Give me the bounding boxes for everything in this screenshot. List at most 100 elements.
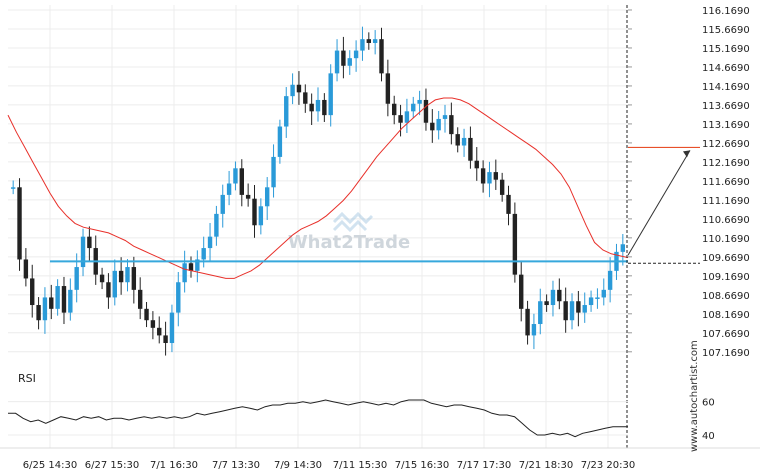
candle-body [182,263,187,283]
y-tick-label: 112.6690 [702,139,750,150]
candle-body [430,122,435,131]
candle-body [49,297,54,309]
candle-body [87,236,92,249]
candle-body [68,289,73,313]
candle-body [392,103,397,116]
candle-body [563,301,568,321]
candle-body [607,270,613,290]
candle-body [169,312,175,344]
candle-body [582,305,587,313]
candle-body [328,73,333,116]
y-tick-label: 110.6690 [702,215,750,226]
candle-body [245,194,251,199]
candle-body [341,50,346,66]
candle-body [252,198,257,226]
candle-body [150,320,156,328]
x-tick-label: 7/7 13:30 [212,460,260,471]
candle-body [474,160,479,169]
y-tick-label: 107.6690 [702,329,750,340]
x-axis: 6/25 14:30 6/27 15:30 7/1 16:30 7/7 13:30 7/… [0,447,760,471]
candle-body [157,327,162,336]
y-axis: 116.1690 115.6690 115.1690 114.6690 114.1690… [628,6,750,359]
candle-body [239,168,244,195]
candle-body [493,172,499,180]
candle-body [576,301,581,313]
candle-body [137,289,143,309]
y-tick-label: 109.6690 [702,253,750,264]
y-tick-label: 115.6690 [702,25,750,36]
candle-body [188,263,194,271]
y-tick-label: 111.6690 [702,177,750,188]
candle-body [588,297,594,306]
candle-body [550,289,556,306]
x-tick-label: 7/11 15:30 [333,460,387,471]
candle-body [17,187,22,260]
candle-body [620,244,626,252]
forecast-arrow-icon [683,150,690,158]
candle-body [163,335,168,344]
candle-body [106,282,111,298]
candle-body [144,308,149,321]
candle-body [112,270,117,298]
candle-body [303,92,308,104]
x-tick-label: 7/23 20:30 [581,460,635,471]
candle-body [353,50,359,59]
candle-body [322,99,327,116]
candle-body [366,39,372,43]
y-tick-label: 108.6690 [702,291,750,302]
candle-body [417,99,422,104]
x-tick-label: 6/25 14:30 [23,460,77,471]
price-levels [50,5,700,448]
y-tick-label: 113.1690 [702,120,750,131]
candle-body [334,50,340,74]
candle-body [468,137,473,161]
ma-path [7,97,629,279]
candle-body [379,39,384,74]
forecast-arrow-line [627,150,691,256]
y-tick-label: 115.1690 [702,44,750,55]
candle-body [506,194,511,214]
candle-body [55,286,60,309]
candle-body [23,259,29,279]
candle-body [284,96,289,127]
candle-body [233,168,238,184]
candle-body [290,84,295,97]
candle-body [42,297,48,321]
candle-body [372,39,378,43]
y-tick-label: 114.6690 [702,63,750,74]
rsi-tick-label: 60 [702,398,715,409]
candle-body [118,270,124,283]
candle-body [315,99,321,112]
watermark-text: What2Trade [288,232,410,253]
candle-body [442,115,448,119]
y-tick-label: 108.1690 [702,310,750,321]
candle-body [423,99,429,123]
candle-body [461,137,467,146]
candle-body [30,278,35,306]
rsi-panel: RSI 60 40 [8,372,715,442]
candle-body [449,115,454,135]
candle-body [557,289,562,302]
candle-body [525,308,530,336]
y-tick-label: 116.1690 [702,6,750,17]
candle-body [519,274,524,309]
candle-body [10,187,16,189]
candle-body [499,179,505,195]
candle-body [538,301,543,325]
moving-average-line [7,97,629,279]
rsi-line [8,399,628,438]
y-tick-label: 111.1690 [702,196,750,207]
candle-body [61,286,67,313]
candle-body [226,183,232,195]
candle-body [487,172,492,184]
candle-body [601,289,606,298]
x-tick-label: 6/27 15:30 [85,460,139,471]
candle-body [131,267,137,290]
candle-body [207,236,213,249]
candle-body [258,206,264,226]
candle-body [385,73,391,104]
rsi-label: RSI [18,372,36,385]
candle-body [80,236,86,268]
candle-body [176,282,181,313]
